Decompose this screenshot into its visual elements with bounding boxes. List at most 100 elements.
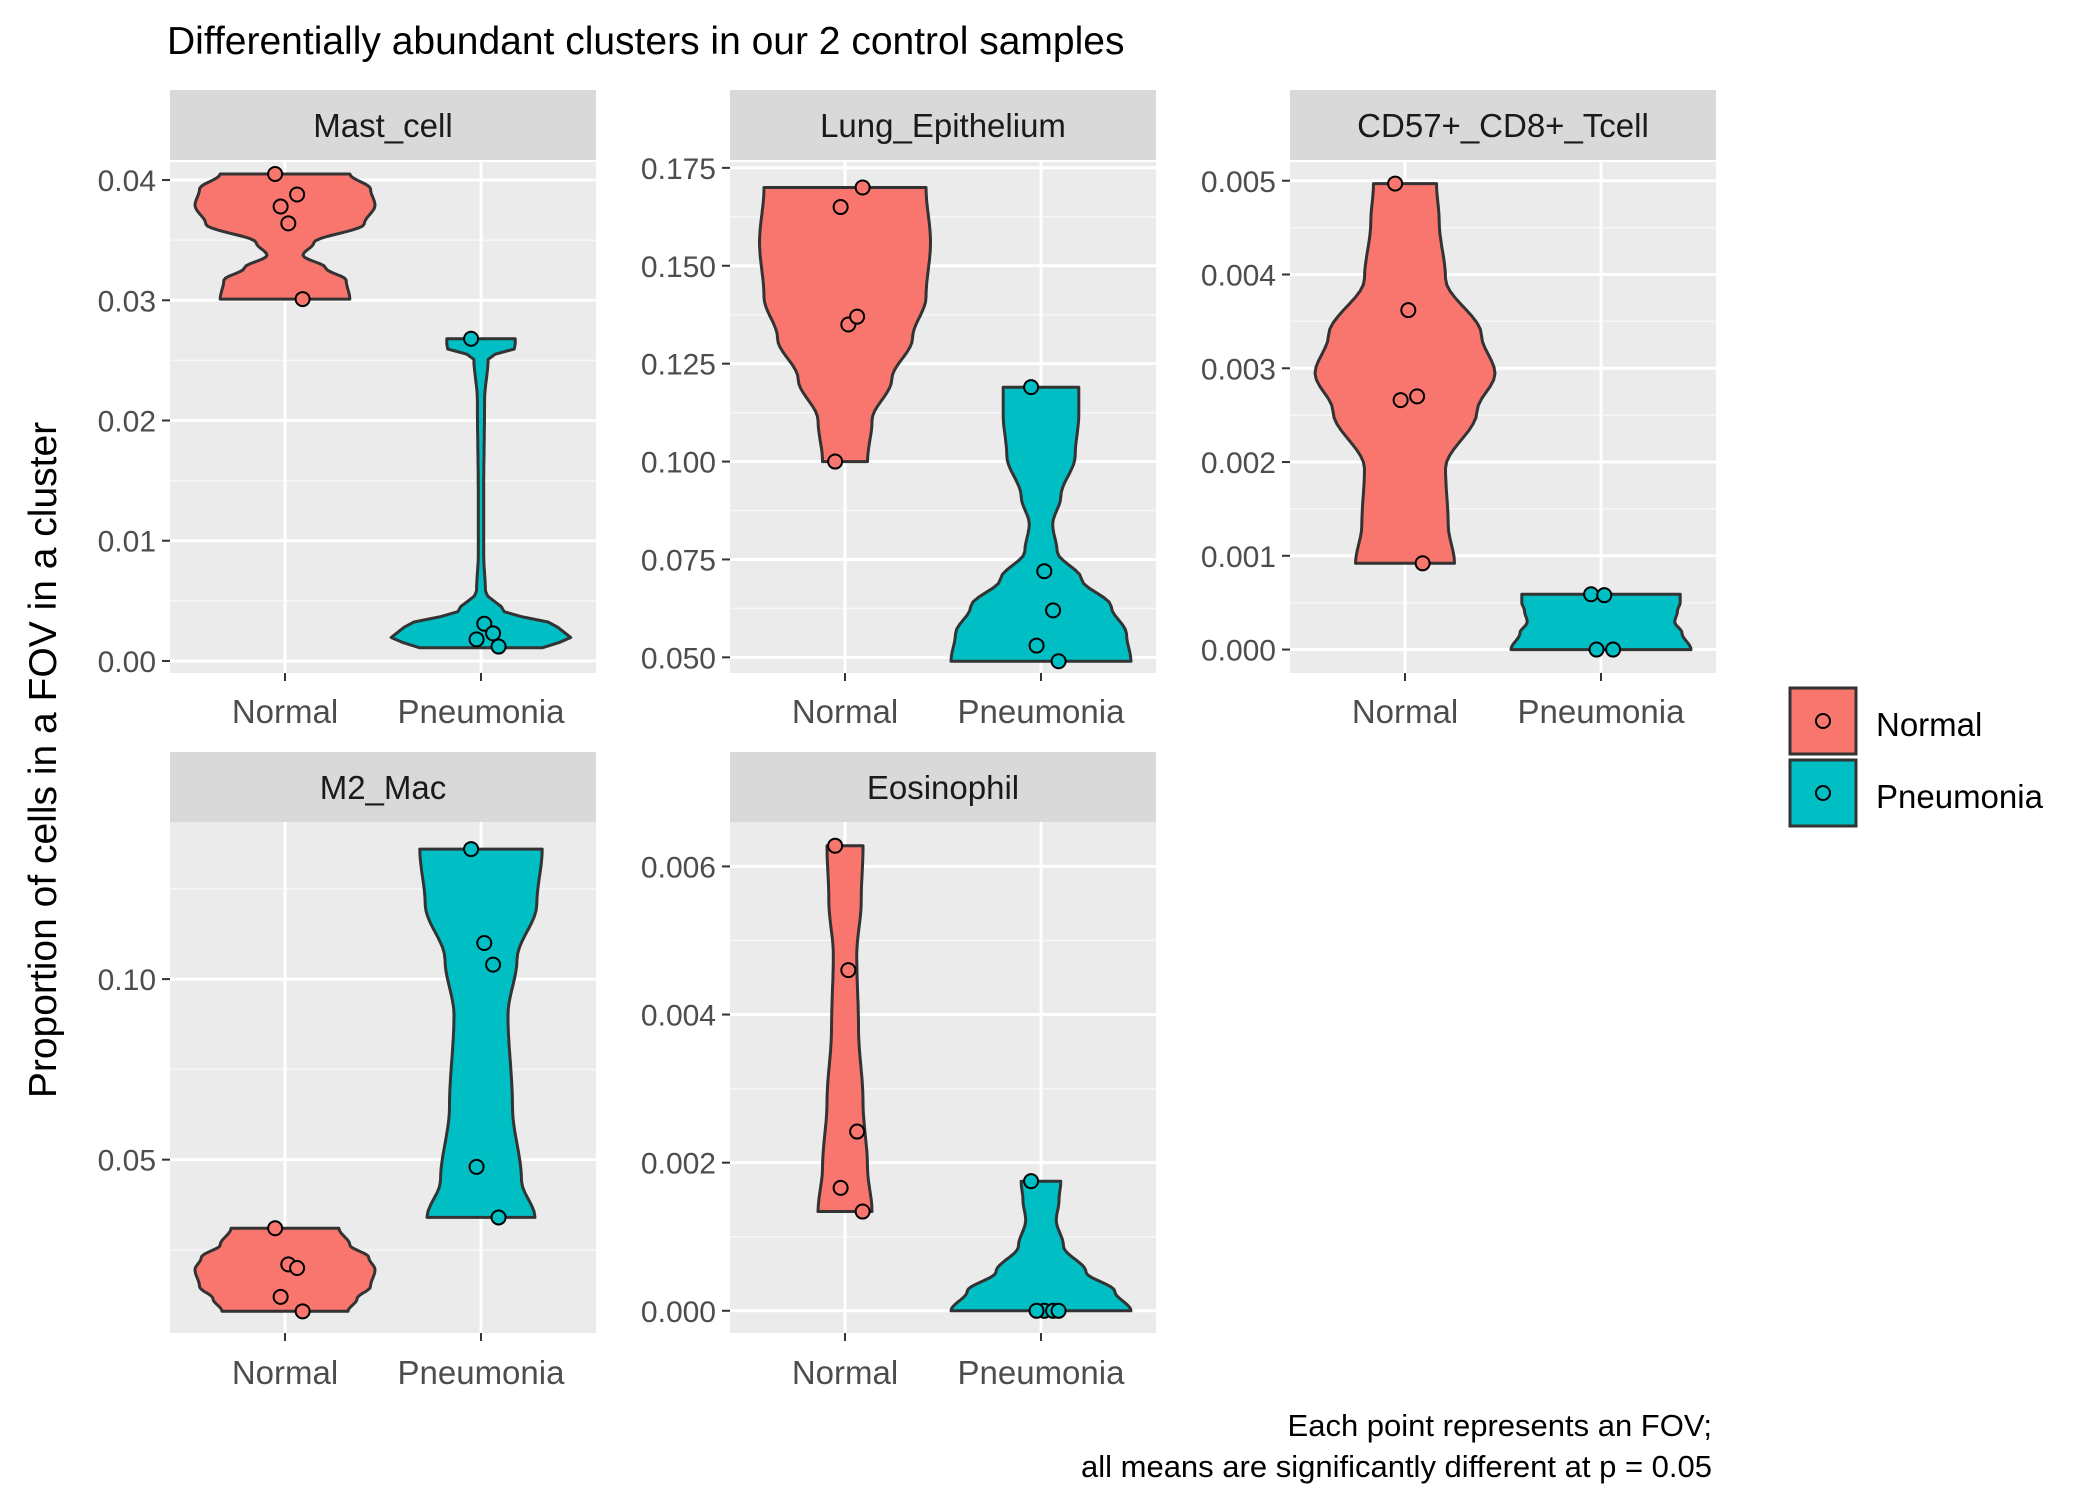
violin-pneumonia <box>1509 592 1693 652</box>
data-point-pneumonia <box>485 625 502 642</box>
facet-m2-mac: M2_Mac 0.05 0.10 Normal Pneumonia <box>98 752 596 1391</box>
data-point-pneumonia <box>1023 379 1040 396</box>
facet-strip <box>170 90 596 160</box>
data-point-pneumonia <box>490 1209 507 1226</box>
violin-normal <box>1313 182 1497 565</box>
data-point-normal <box>832 199 849 216</box>
y-tick-label: 0.002 <box>1201 447 1276 480</box>
caption-line-2: all means are significantly different at… <box>1081 1449 1712 1484</box>
data-point-pneumonia <box>463 330 480 347</box>
data-point-pneumonia <box>1045 602 1062 619</box>
facet-strip-label: Mast_cell <box>313 107 452 144</box>
data-point-normal <box>289 1259 306 1276</box>
x-tick-label: Normal <box>232 693 338 730</box>
violin-pneumonia <box>949 1179 1133 1313</box>
y-tick-label: 0.000 <box>1201 635 1276 668</box>
data-point-normal <box>1409 388 1426 405</box>
x-tick-label: Normal <box>792 693 898 730</box>
data-point-normal <box>272 1288 289 1305</box>
y-tick-label: 0.004 <box>641 1000 716 1033</box>
data-point-pneumonia <box>468 1158 485 1175</box>
facet-eosinophil: Eosinophil 0.000 0.002 0.004 0.006 Normal Pneu… <box>641 752 1156 1391</box>
data-point-normal <box>854 179 871 196</box>
y-tick-label: 0.05 <box>98 1145 156 1178</box>
data-point-normal <box>267 1220 284 1237</box>
y-tick-label: 0.01 <box>98 526 156 559</box>
data-point-normal <box>289 186 306 203</box>
data-point-normal <box>849 308 866 325</box>
x-tick-label: Pneumonia <box>398 1354 566 1391</box>
legend-key-normal <box>1788 686 1858 756</box>
data-point-normal <box>827 453 844 470</box>
data-point-pneumonia <box>468 631 485 648</box>
facet-strip <box>1290 90 1716 160</box>
data-point-normal <box>1414 555 1431 572</box>
legend-item-normal: Normal <box>1788 686 1982 756</box>
panel-background <box>170 162 596 673</box>
data-point-pneumonia <box>463 841 480 858</box>
facet-panels: Mast_cell 0.00 0.01 0.02 0.03 0.04 Normal Pneum… <box>98 90 1716 1391</box>
data-point-pneumonia <box>1588 641 1605 658</box>
legend-item-pneumonia: Pneumonia <box>1788 758 2044 828</box>
facet-strip <box>730 752 1156 822</box>
facet-strip <box>730 90 1156 160</box>
data-point-pneumonia <box>490 638 507 655</box>
legend: Normal Pneumonia <box>1788 686 2044 828</box>
y-tick-label: 0.004 <box>1201 260 1276 293</box>
data-point-pneumonia <box>1583 586 1600 603</box>
y-tick-label: 0.002 <box>641 1148 716 1181</box>
x-tick-label: Pneumonia <box>398 693 566 730</box>
y-tick-label: 0.050 <box>641 642 716 675</box>
x-tick-label: Pneumonia <box>1518 693 1686 730</box>
y-tick-label: 0.00 <box>98 646 156 679</box>
y-tick-label: 0.04 <box>98 165 156 198</box>
data-point-pneumonia <box>1050 653 1067 670</box>
y-tick-label: 0.02 <box>98 406 156 439</box>
data-point-normal <box>849 1123 866 1140</box>
y-tick-label: 0.005 <box>1201 166 1276 199</box>
caption-line-1: Each point represents an FOV; <box>1288 1408 1712 1443</box>
facet-strip-label: Lung_Epithelium <box>820 107 1066 144</box>
data-point-normal <box>827 837 844 854</box>
facet-mast-cell: Mast_cell 0.00 0.01 0.02 0.03 0.04 Normal Pneum… <box>98 90 596 730</box>
y-tick-label: 0.100 <box>641 447 716 480</box>
y-tick-label: 0.125 <box>641 349 716 382</box>
data-point-normal <box>840 962 857 979</box>
facet-strip <box>170 752 596 822</box>
x-tick-label: Normal <box>792 1354 898 1391</box>
x-tick-label: Pneumonia <box>958 1354 1126 1391</box>
y-tick-label: 0.03 <box>98 285 156 318</box>
data-point-normal <box>294 291 311 308</box>
legend-dot-pneumonia <box>1815 785 1831 801</box>
facet-strip-label: M2_Mac <box>320 769 447 806</box>
facet-strip-label: CD57+_CD8+_Tcell <box>1357 107 1649 144</box>
y-tick-label: 0.003 <box>1201 353 1276 386</box>
legend-label-normal: Normal <box>1876 706 1982 743</box>
y-tick-label: 0.006 <box>641 851 716 884</box>
violin-pneumonia <box>418 847 544 1219</box>
x-tick-label: Normal <box>232 1354 338 1391</box>
panel-background <box>730 822 1156 1333</box>
data-point-pneumonia <box>1028 637 1045 654</box>
data-point-pneumonia <box>1036 563 1053 580</box>
facet-lung-epithelium: Lung_Epithelium 0.050 0.075 0.100 0.125 0.150… <box>641 90 1156 730</box>
data-point-pneumonia <box>1028 1302 1045 1319</box>
data-point-pneumonia <box>476 934 493 951</box>
data-point-pneumonia <box>1605 641 1622 658</box>
data-point-normal <box>854 1203 871 1220</box>
data-point-normal <box>267 166 284 183</box>
data-point-pneumonia <box>476 615 493 632</box>
y-tick-label: 0.10 <box>98 964 156 997</box>
data-point-normal <box>272 198 289 215</box>
y-tick-label: 0.150 <box>641 251 716 284</box>
data-point-pneumonia <box>485 956 502 973</box>
legend-label-pneumonia: Pneumonia <box>1876 778 2044 815</box>
violin-pneumonia <box>949 385 1133 663</box>
y-tick-label: 0.175 <box>641 153 716 186</box>
x-tick-label: Pneumonia <box>958 693 1126 730</box>
violin-normal <box>193 172 377 301</box>
data-point-normal <box>1392 392 1409 409</box>
y-tick-label: 0.000 <box>641 1296 716 1329</box>
legend-dot-normal <box>1815 713 1831 729</box>
